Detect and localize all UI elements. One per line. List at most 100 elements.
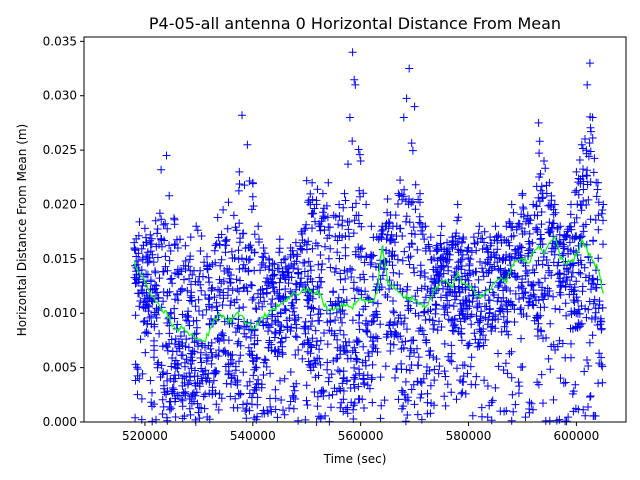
data-point [503, 317, 512, 326]
data-point-peak [356, 157, 365, 165]
data-point [472, 246, 481, 255]
data-point [327, 403, 335, 412]
data-point [533, 314, 542, 323]
data-point [460, 314, 469, 323]
data-point [317, 265, 326, 274]
data-point [316, 413, 325, 422]
data-point [174, 270, 183, 279]
data-point [456, 257, 465, 265]
data-point-peak [265, 254, 273, 263]
data-point [150, 346, 159, 355]
data-point [418, 326, 427, 335]
data-point [315, 354, 324, 363]
data-point [316, 336, 325, 345]
data-point-peak [529, 200, 538, 209]
data-point [280, 374, 289, 383]
data-point [166, 308, 175, 317]
data-point [330, 268, 339, 276]
data-point [148, 285, 157, 294]
data-point [335, 367, 344, 376]
data-point [223, 224, 232, 233]
data-point [341, 196, 350, 205]
data-point [219, 277, 228, 286]
data-point [569, 287, 578, 296]
data-point [131, 376, 140, 385]
data-point [348, 203, 357, 212]
data-point [185, 321, 194, 330]
data-point-peak [286, 244, 295, 252]
data-point [574, 405, 583, 414]
data-point [161, 219, 170, 228]
data-point [289, 404, 298, 413]
data-point [559, 379, 568, 388]
data-point [387, 230, 396, 239]
data-point [151, 281, 160, 289]
data-point [399, 192, 408, 201]
data-point [234, 246, 243, 255]
data-point [578, 282, 587, 291]
data-point [240, 323, 249, 331]
data-point [182, 335, 191, 344]
data-point [259, 371, 268, 379]
data-point [163, 288, 172, 297]
data-point [507, 223, 516, 232]
data-point [592, 192, 601, 201]
data-point [197, 358, 206, 367]
data-point [278, 348, 287, 357]
data-point [505, 349, 514, 358]
data-point [479, 272, 488, 281]
data-point [517, 243, 526, 252]
data-point [408, 146, 417, 155]
data-point [416, 261, 425, 270]
data-point [202, 305, 211, 314]
data-point [348, 137, 357, 146]
x-tick-label: 520000 [122, 429, 168, 443]
data-point [494, 315, 503, 324]
data-point [172, 347, 181, 356]
data-point [351, 247, 360, 256]
data-point [413, 361, 422, 370]
data-point-peak [170, 215, 179, 224]
data-point [343, 218, 352, 226]
data-point [538, 283, 547, 292]
data-point [519, 293, 528, 302]
data-point [389, 340, 398, 349]
data-point [562, 311, 571, 320]
data-point [464, 254, 473, 262]
data-point [386, 211, 395, 219]
data-point [202, 376, 211, 385]
data-point [302, 220, 311, 229]
data-point [414, 353, 423, 362]
data-point [315, 305, 323, 314]
data-point [301, 415, 310, 424]
data-point [137, 394, 146, 403]
data-point [499, 294, 508, 302]
data-point [174, 296, 182, 305]
data-point [403, 301, 412, 310]
data-point [416, 219, 425, 228]
data-point [352, 338, 361, 347]
data-point [494, 362, 503, 371]
data-point [360, 258, 369, 267]
data-point [248, 192, 257, 201]
data-point-peak [399, 113, 408, 122]
data-point-peak [523, 211, 532, 220]
y-tick-label: 0.010 [43, 306, 77, 320]
data-point [134, 266, 143, 275]
data-point [317, 277, 326, 286]
data-point [547, 342, 556, 351]
data-point [171, 413, 180, 421]
data-point-peak [238, 111, 246, 120]
y-tick-label: 0.000 [43, 415, 77, 429]
data-point [507, 416, 516, 425]
data-point [163, 224, 172, 233]
data-point [208, 283, 217, 292]
data-point [369, 298, 378, 307]
data-point [259, 318, 267, 327]
data-point [593, 185, 602, 194]
data-point [341, 274, 350, 283]
data-point-peak [351, 80, 360, 89]
data-point [488, 396, 497, 405]
data-point [404, 306, 413, 315]
data-point [565, 290, 574, 299]
